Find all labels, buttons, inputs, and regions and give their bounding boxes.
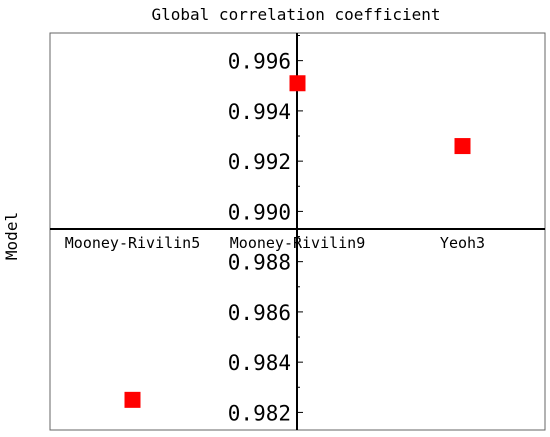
chart-title: Global correlation coefficient bbox=[152, 5, 441, 24]
y-tick-label: 0.982 bbox=[228, 401, 291, 425]
y-tick-label: 0.992 bbox=[228, 150, 291, 174]
y-tick-label: 0.986 bbox=[228, 301, 291, 325]
data-points bbox=[124, 75, 471, 408]
x-tick-label: Mooney-Rivilin9 bbox=[230, 234, 365, 252]
y-tick-label: 0.990 bbox=[228, 200, 291, 224]
y-axis-title: Model bbox=[2, 212, 21, 260]
y-tick-label: 0.994 bbox=[228, 100, 291, 124]
y-tick-label: 0.984 bbox=[228, 351, 291, 375]
x-tick-label: Mooney-Rivilin5 bbox=[65, 234, 200, 252]
y-tick-label: 0.996 bbox=[228, 50, 291, 74]
data-point bbox=[124, 391, 141, 408]
axes: 0.982 0.984 0.986 0.988 0.990 0.992 0.994 0.996… bbox=[50, 33, 545, 430]
data-point bbox=[289, 75, 306, 92]
x-tick-label: Yeoh3 bbox=[440, 234, 485, 252]
y-tick-label: 0.988 bbox=[228, 251, 291, 275]
data-point bbox=[454, 138, 471, 155]
